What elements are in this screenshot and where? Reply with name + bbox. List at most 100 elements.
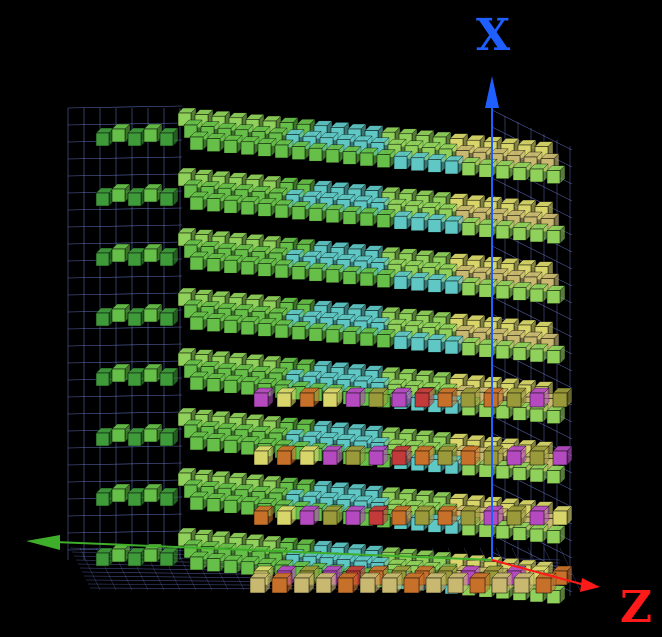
voxel — [342, 325, 362, 345]
voxel — [546, 345, 566, 365]
voxel-front — [257, 263, 272, 277]
voxel-front — [345, 450, 361, 466]
voxel-front — [111, 548, 126, 563]
voxel — [478, 218, 498, 238]
voxel — [257, 137, 277, 157]
voxel — [461, 337, 481, 357]
voxel-front — [127, 132, 142, 147]
voxel-front — [512, 227, 527, 241]
voxel — [495, 280, 515, 300]
voxel-front — [325, 329, 340, 344]
voxel-front — [444, 220, 459, 235]
voxel-front — [143, 488, 158, 503]
voxel — [274, 319, 294, 339]
voxel-bottom — [425, 572, 447, 594]
voxel-front — [274, 324, 289, 339]
voxel-base — [322, 445, 343, 466]
voxel-front — [189, 556, 204, 571]
voxel-base — [483, 387, 504, 408]
back-grid-line — [67, 411, 183, 415]
voxel-front — [249, 577, 266, 594]
voxel-front — [368, 450, 384, 466]
voxel-front — [495, 465, 510, 480]
voxel-front — [127, 312, 142, 327]
voxel — [274, 139, 294, 159]
voxel-front — [491, 577, 508, 594]
x-axis-label: X — [476, 10, 511, 61]
voxel — [308, 262, 328, 282]
voxel — [189, 491, 209, 511]
voxel-front — [95, 492, 110, 507]
voxel-front — [206, 378, 221, 392]
voxel — [410, 272, 430, 292]
voxel — [95, 367, 115, 387]
y-axis-line — [54, 541, 493, 561]
voxel — [189, 131, 209, 151]
voxel — [206, 253, 226, 273]
voxel-base — [552, 445, 573, 466]
voxel-bottom — [381, 572, 403, 594]
voxel-front — [159, 252, 174, 267]
voxel-front — [359, 577, 376, 594]
voxel — [546, 165, 566, 185]
voxel-front — [368, 510, 384, 526]
voxel-front — [546, 350, 561, 364]
voxel-front — [427, 219, 442, 233]
voxel-front — [425, 577, 442, 594]
voxel-front — [359, 212, 374, 227]
voxel-front — [529, 408, 544, 423]
voxel — [143, 123, 163, 143]
voxel-front — [512, 167, 527, 181]
back-grid-line — [67, 445, 183, 449]
z-axis-line — [491, 559, 586, 586]
voxel — [359, 147, 379, 167]
voxel — [359, 207, 379, 227]
voxel-front — [322, 450, 338, 466]
voxel-front — [271, 577, 288, 594]
voxel — [274, 199, 294, 219]
voxel-front — [143, 308, 158, 323]
voxel-front — [276, 450, 292, 466]
voxel-front — [391, 510, 407, 526]
voxel-front — [143, 548, 158, 563]
voxel-bottom — [249, 572, 271, 594]
voxel-front — [111, 248, 126, 263]
voxel — [183, 239, 203, 259]
voxel — [159, 247, 179, 267]
voxel-base — [322, 505, 343, 526]
voxel-bottom — [403, 572, 425, 594]
voxel-front — [143, 128, 158, 143]
voxel — [95, 247, 115, 267]
voxel-front — [444, 340, 459, 355]
voxel — [223, 494, 243, 514]
voxel — [143, 423, 163, 443]
voxel — [427, 153, 447, 173]
voxel — [410, 152, 430, 172]
voxel-base — [552, 387, 573, 408]
voxel — [159, 307, 179, 327]
voxel-front — [410, 337, 425, 352]
voxel-front — [206, 198, 221, 212]
voxel-front — [159, 372, 174, 387]
voxel-front — [253, 392, 269, 408]
voxel-front — [437, 450, 453, 466]
voxel-base — [345, 387, 366, 408]
voxel — [111, 423, 131, 443]
voxel-base — [322, 387, 343, 408]
voxel-front — [276, 392, 292, 408]
voxel-layers — [95, 107, 573, 605]
voxel-front — [410, 217, 425, 232]
voxel-front — [478, 343, 493, 358]
voxel — [111, 363, 131, 383]
voxel-front — [308, 207, 323, 222]
voxel-front — [240, 321, 255, 336]
voxel-front — [189, 136, 204, 151]
voxel — [159, 187, 179, 207]
voxel — [325, 204, 345, 224]
voxel — [223, 434, 243, 454]
voxel-front — [359, 332, 374, 347]
voxel — [376, 209, 396, 229]
voxel-front — [159, 432, 174, 447]
voxel — [393, 330, 413, 350]
voxel-front — [461, 342, 476, 356]
